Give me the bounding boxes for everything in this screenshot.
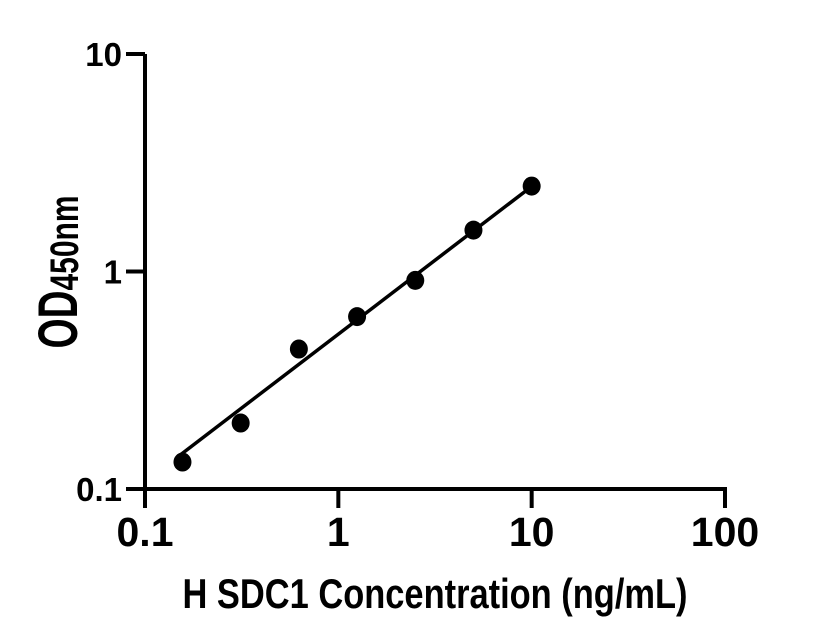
data-point (348, 307, 367, 327)
x-tick-label: 100 (691, 509, 759, 555)
data-point (289, 339, 308, 359)
x-tick-label: 10 (509, 509, 555, 555)
y-tick-label: 1 (104, 254, 122, 291)
x-axis-title: H SDC1 Concentration (ng/mL) (183, 570, 688, 617)
x-tick-label: 1 (327, 509, 350, 555)
y-tick-label: 10 (85, 36, 122, 73)
y-tick-label: 0.1 (76, 471, 122, 508)
x-tick-label: 0.1 (117, 509, 174, 555)
data-point (231, 413, 250, 433)
axes-group (126, 52, 727, 508)
tick-labels-group: 0.1 1 10 100 0.1 1 10 (76, 36, 759, 555)
points-group (173, 176, 541, 472)
data-point (173, 452, 192, 472)
y-axis-title-subscript: 450nm (43, 196, 87, 291)
data-point (464, 220, 483, 240)
data-point (522, 176, 541, 196)
data-point (406, 270, 425, 290)
y-axis-title-base: OD (26, 291, 89, 349)
y-axis-title: OD450nm (26, 196, 89, 349)
